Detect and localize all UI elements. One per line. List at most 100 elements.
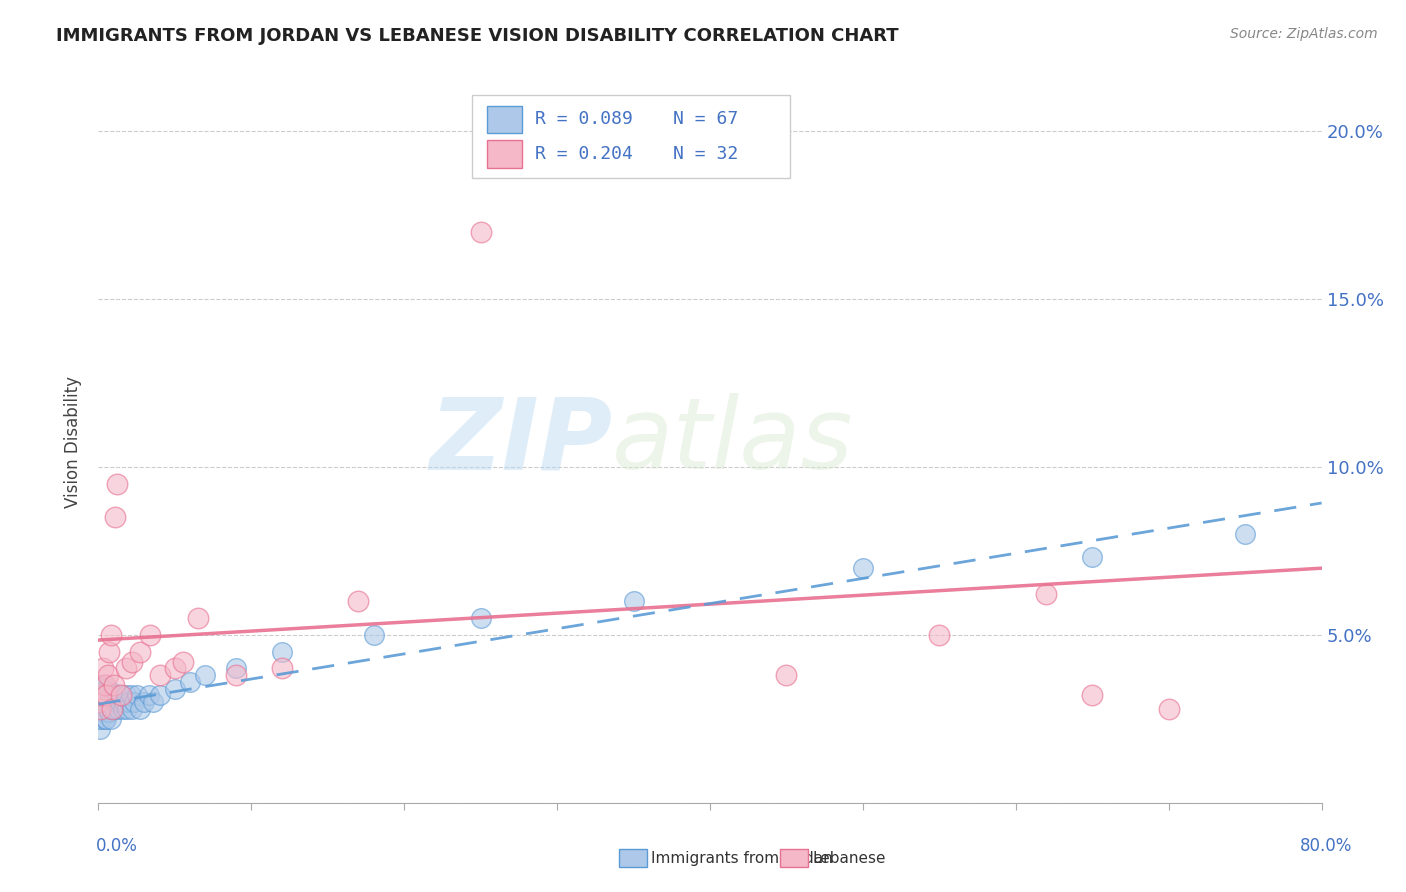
Point bbox=[138, 688, 160, 702]
Point bbox=[94, 712, 117, 726]
Point bbox=[107, 702, 129, 716]
Point bbox=[270, 661, 292, 675]
Point bbox=[98, 705, 121, 719]
Point bbox=[100, 628, 122, 642]
Point bbox=[105, 476, 128, 491]
Point bbox=[90, 688, 112, 702]
Text: Source: ZipAtlas.com: Source: ZipAtlas.com bbox=[1230, 27, 1378, 41]
Point bbox=[128, 702, 150, 716]
Point bbox=[121, 655, 143, 669]
Point bbox=[363, 628, 385, 642]
Point bbox=[134, 695, 156, 709]
Point bbox=[928, 628, 950, 642]
Point bbox=[225, 661, 247, 675]
Point bbox=[101, 702, 124, 716]
Point bbox=[101, 685, 124, 699]
Point bbox=[93, 678, 115, 692]
Point bbox=[91, 661, 114, 675]
Point bbox=[93, 712, 115, 726]
Point bbox=[103, 678, 125, 692]
Point bbox=[110, 688, 132, 702]
Point bbox=[87, 695, 110, 709]
Point bbox=[100, 712, 122, 726]
FancyBboxPatch shape bbox=[488, 105, 522, 133]
FancyBboxPatch shape bbox=[488, 140, 522, 168]
Point bbox=[347, 594, 370, 608]
Point bbox=[89, 702, 111, 716]
Point bbox=[115, 688, 138, 702]
Point bbox=[852, 560, 875, 574]
FancyBboxPatch shape bbox=[471, 95, 790, 178]
Text: ZIP: ZIP bbox=[429, 393, 612, 490]
Point bbox=[94, 688, 117, 702]
Text: N = 32: N = 32 bbox=[673, 145, 738, 163]
Text: R = 0.204: R = 0.204 bbox=[536, 145, 633, 163]
Point bbox=[112, 695, 135, 709]
Point bbox=[142, 695, 165, 709]
Point bbox=[576, 157, 599, 171]
Point bbox=[98, 685, 121, 699]
Point bbox=[111, 702, 134, 716]
Point bbox=[87, 688, 110, 702]
Point bbox=[108, 695, 131, 709]
Point bbox=[110, 688, 132, 702]
Point bbox=[187, 611, 209, 625]
Point bbox=[105, 688, 128, 702]
Point bbox=[149, 688, 172, 702]
Point bbox=[91, 702, 114, 716]
Point bbox=[1234, 527, 1257, 541]
Point bbox=[115, 661, 138, 675]
Point bbox=[1081, 688, 1104, 702]
Point bbox=[122, 695, 145, 709]
Point bbox=[470, 225, 492, 239]
Text: atlas: atlas bbox=[612, 393, 853, 490]
Point bbox=[94, 702, 117, 716]
Point bbox=[97, 695, 120, 709]
Text: IMMIGRANTS FROM JORDAN VS LEBANESE VISION DISABILITY CORRELATION CHART: IMMIGRANTS FROM JORDAN VS LEBANESE VISIO… bbox=[56, 27, 898, 45]
Point bbox=[179, 674, 201, 689]
Text: 80.0%: 80.0% bbox=[1301, 837, 1353, 855]
Point bbox=[104, 510, 127, 524]
Point bbox=[194, 668, 217, 682]
Text: Lebanese: Lebanese bbox=[813, 851, 886, 865]
Point bbox=[225, 668, 247, 682]
Point bbox=[163, 661, 186, 675]
Point bbox=[90, 712, 112, 726]
Point bbox=[623, 594, 645, 608]
Point bbox=[163, 681, 186, 696]
Point bbox=[1035, 587, 1057, 601]
Point bbox=[775, 668, 797, 682]
Point bbox=[149, 668, 172, 682]
Point bbox=[89, 722, 111, 736]
Point bbox=[91, 705, 114, 719]
Point bbox=[97, 668, 120, 682]
Text: N = 67: N = 67 bbox=[673, 111, 738, 128]
Y-axis label: Vision Disability: Vision Disability bbox=[65, 376, 83, 508]
Point bbox=[470, 611, 492, 625]
Point bbox=[125, 688, 148, 702]
Point bbox=[1157, 702, 1180, 716]
Text: Immigrants from Jordan: Immigrants from Jordan bbox=[651, 851, 832, 865]
Point bbox=[121, 702, 143, 716]
Point bbox=[98, 644, 121, 658]
Point bbox=[89, 702, 111, 716]
Point bbox=[128, 644, 150, 658]
Point bbox=[89, 678, 111, 692]
Point bbox=[104, 695, 127, 709]
Point bbox=[1081, 550, 1104, 565]
Point bbox=[90, 695, 112, 709]
Point bbox=[103, 702, 125, 716]
Text: R = 0.089: R = 0.089 bbox=[536, 111, 633, 128]
Point bbox=[94, 688, 117, 702]
Point bbox=[93, 695, 115, 709]
Point bbox=[90, 685, 112, 699]
Point bbox=[100, 688, 122, 702]
Point bbox=[97, 702, 120, 716]
Point bbox=[139, 628, 162, 642]
Point bbox=[98, 695, 121, 709]
Point bbox=[120, 688, 142, 702]
Point bbox=[101, 702, 124, 716]
Point bbox=[172, 655, 194, 669]
Point bbox=[87, 712, 110, 726]
Point bbox=[93, 678, 115, 692]
